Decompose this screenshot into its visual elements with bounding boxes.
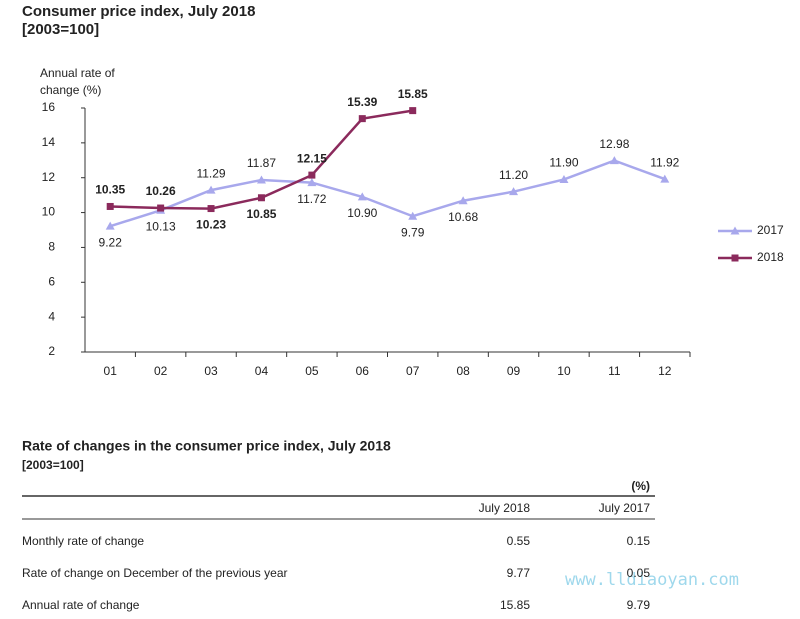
marker — [257, 194, 265, 202]
x-tick-label: 03 — [204, 364, 218, 378]
marker — [559, 174, 569, 183]
x-tick-label: 02 — [154, 364, 168, 378]
y-axis-label: change (%) — [40, 83, 101, 97]
marker — [207, 205, 215, 213]
table-title: Rate of changes in the consumer price in… — [22, 438, 391, 454]
series-line — [109, 159, 666, 228]
x-tick-label: 01 — [104, 364, 118, 378]
row-label: Monthly rate of change — [22, 534, 144, 548]
row-label: Annual rate of change — [22, 598, 140, 612]
marker — [357, 192, 367, 201]
marker — [106, 202, 114, 210]
x-tick-label: 09 — [507, 364, 521, 378]
chart-subtitle: [2003=100] — [22, 21, 99, 38]
legend-label: 2017 — [757, 223, 784, 237]
cell: 0.05 — [627, 566, 651, 580]
data-label: 10.90 — [347, 206, 377, 220]
y-tick-label: 12 — [42, 170, 56, 184]
column-header: July 2017 — [599, 501, 651, 515]
marker — [307, 178, 317, 187]
table-subtitle: [2003=100] — [22, 458, 84, 472]
x-tick-label: 05 — [305, 364, 319, 378]
data-label: 10.26 — [146, 184, 176, 198]
marker — [105, 221, 115, 230]
y-tick-label: 10 — [42, 205, 56, 219]
cell: 9.77 — [507, 566, 531, 580]
data-label: 12.15 — [297, 151, 327, 165]
y-tick-label: 6 — [48, 274, 55, 288]
x-tick-label: 11 — [608, 364, 621, 378]
marker — [308, 171, 316, 179]
cell: 15.85 — [500, 598, 530, 612]
marker — [609, 156, 619, 165]
cell: 9.79 — [627, 598, 651, 612]
x-tick-label: 10 — [557, 364, 571, 378]
legend-marker — [730, 226, 740, 235]
x-tick-label: 12 — [658, 364, 672, 378]
marker — [408, 211, 418, 220]
data-label: 11.92 — [650, 155, 679, 169]
marker — [358, 115, 366, 123]
x-tick-label: 04 — [255, 364, 269, 378]
x-tick-label: 07 — [406, 364, 420, 378]
marker — [660, 174, 670, 183]
data-label: 10.68 — [448, 210, 478, 224]
marker — [256, 175, 266, 184]
y-tick-label: 2 — [48, 344, 55, 358]
data-label: 10.13 — [146, 219, 176, 233]
y-tick-label: 8 — [48, 240, 55, 254]
data-label: 9.22 — [99, 235, 123, 249]
data-label: 11.20 — [499, 168, 528, 182]
marker — [458, 196, 468, 205]
cell: 0.55 — [507, 534, 531, 548]
marker — [157, 204, 165, 212]
data-label: 12.98 — [599, 137, 629, 151]
data-label: 15.85 — [398, 87, 428, 101]
marker — [206, 185, 216, 194]
table-unit: (%) — [631, 479, 650, 493]
chart-title: Consumer price index, July 2018 — [22, 3, 255, 20]
data-label: 11.72 — [297, 192, 326, 206]
y-tick-label: 14 — [42, 135, 56, 149]
data-label: 11.29 — [196, 166, 225, 180]
marker — [509, 187, 519, 196]
data-label: 9.79 — [401, 225, 425, 239]
column-header: July 2018 — [479, 501, 531, 515]
legend-marker — [731, 254, 739, 262]
data-label: 11.90 — [549, 156, 578, 170]
data-label: 10.23 — [196, 218, 226, 232]
marker — [409, 107, 417, 115]
legend-label: 2018 — [757, 250, 784, 264]
data-label: 10.85 — [246, 207, 276, 221]
row-label: Rate of change on December of the previo… — [22, 566, 288, 580]
data-label: 11.87 — [247, 156, 276, 170]
data-label: 10.35 — [95, 183, 125, 197]
x-tick-label: 08 — [456, 364, 470, 378]
cell: 0.15 — [627, 534, 651, 548]
watermark: www.lldiaoyan.com — [565, 570, 739, 590]
data-label: 15.39 — [347, 95, 377, 109]
x-tick-label: 06 — [356, 364, 370, 378]
y-tick-label: 4 — [48, 309, 55, 323]
y-axis-label: Annual rate of — [40, 66, 115, 80]
y-tick-label: 16 — [42, 100, 56, 114]
